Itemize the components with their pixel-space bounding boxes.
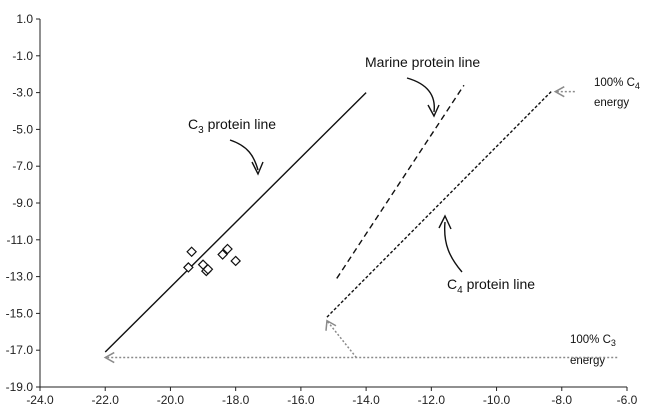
c4-energy-label: 100% C4 <box>594 77 640 91</box>
c4-energy-label-line2: energy <box>594 97 629 109</box>
y-tick-label: -1.0 <box>12 49 33 63</box>
y-tick-label: -5.0 <box>12 122 33 136</box>
x-tick-label: -18.0 <box>222 393 250 407</box>
y-tick-label: -9.0 <box>12 196 33 210</box>
y-tick-label: -15.0 <box>6 306 34 320</box>
data-point <box>202 263 214 275</box>
y-tick-label: -19.0 <box>6 380 34 394</box>
x-tick-label: -10.0 <box>483 393 511 407</box>
reference-lines <box>104 84 553 353</box>
x-tick-label: -6.0 <box>617 393 638 407</box>
c3-energy-label-line2: energy <box>570 355 605 367</box>
c3-protein-line <box>104 92 367 353</box>
x-tick-label: -8.0 <box>551 393 572 407</box>
c4-pointer-arrowhead <box>438 214 452 230</box>
c3-energy-branch-arrow <box>326 320 357 359</box>
data-point <box>186 246 197 258</box>
y-tick-label: 1.0 <box>16 12 33 26</box>
c3-pointer-arrow <box>229 139 259 171</box>
marine-protein-line-label: Marine protein line <box>365 54 480 70</box>
axes: 1.0 -1.0 -3.0 -5.0 -7.0 -9.0 -11.0 -13.0 -15.0 -1… <box>6 12 638 407</box>
c3-energy-arrowhead <box>103 351 115 364</box>
data-point <box>222 243 233 255</box>
c3-protein-line-label: C3 protein line <box>188 116 276 136</box>
c4-protein-line <box>326 90 553 318</box>
c4-protein-line-label: C4 protein line <box>447 276 535 296</box>
x-tick-label: -16.0 <box>287 393 315 407</box>
energy-arrows <box>103 86 618 364</box>
data-point <box>183 262 194 273</box>
x-tick-label: -12.0 <box>418 393 446 407</box>
c3-energy-label: 100% C3 <box>570 334 616 348</box>
y-tick-label: -17.0 <box>6 343 34 357</box>
y-tick-label: -13.0 <box>6 270 34 284</box>
marine-protein-line <box>336 84 465 279</box>
c3-pointer-arrowhead <box>251 161 264 176</box>
x-tick-label: -20.0 <box>157 393 185 407</box>
x-tick-label: -14.0 <box>352 393 380 407</box>
marine-pointer-arrowhead <box>427 104 440 118</box>
y-tick-label: -11.0 <box>7 233 34 247</box>
data-points <box>183 243 242 277</box>
y-tick-label: -7.0 <box>12 159 33 173</box>
x-tick-label: -22.0 <box>92 393 120 407</box>
c4-energy-arrowhead <box>553 86 565 98</box>
x-tick-label: -24.0 <box>26 393 54 407</box>
c4-pointer-arrow <box>443 221 463 273</box>
y-tick-label: -3.0 <box>12 86 33 100</box>
data-point <box>217 249 228 260</box>
marine-pointer-arrow <box>406 77 435 113</box>
c3-energy-branch-arrowhead <box>325 319 337 331</box>
data-point <box>230 255 242 267</box>
